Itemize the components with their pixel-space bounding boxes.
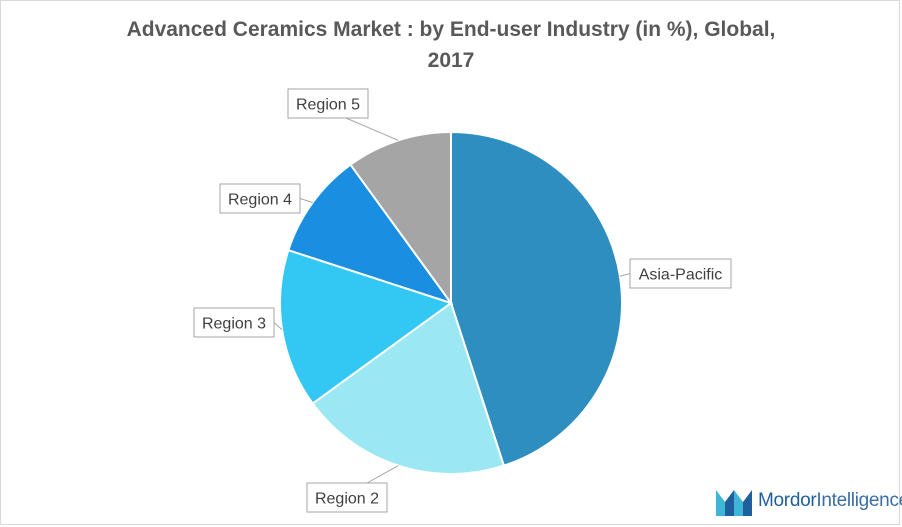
leader-line bbox=[366, 465, 399, 484]
slice-label-region-5: Region 5 bbox=[287, 88, 369, 119]
leader-line bbox=[299, 198, 313, 203]
slice-label-region-4: Region 4 bbox=[219, 183, 301, 214]
slice-label-region-3: Region 3 bbox=[193, 307, 275, 338]
svg-text:Region 3: Region 3 bbox=[202, 316, 266, 333]
mordor-intelligence-logo: MordorIntelligence bbox=[716, 486, 902, 516]
leader-line bbox=[345, 117, 399, 141]
svg-text:Asia-Pacific: Asia-Pacific bbox=[639, 267, 723, 284]
logo-text: MordorIntelligence bbox=[758, 490, 902, 511]
svg-text:Region 5: Region 5 bbox=[296, 97, 360, 114]
logo-mark-icon bbox=[716, 490, 752, 516]
svg-text:Region 2: Region 2 bbox=[315, 491, 379, 508]
leader-line bbox=[619, 273, 631, 277]
pie-slice-region-5 bbox=[349, 130, 452, 307]
chart-title-line2: 2017 bbox=[427, 49, 475, 72]
slice-label-region-2: Region 2 bbox=[306, 482, 388, 513]
pie-slice-asia-pacific bbox=[450, 130, 624, 467]
svg-text:Region 4: Region 4 bbox=[228, 192, 292, 209]
chart-title: Advanced Ceramics Market : by End-user I… bbox=[0, 14, 902, 76]
slice-label-asia-pacific: Asia-Pacific bbox=[629, 258, 732, 289]
pie-slice-region-3 bbox=[279, 248, 454, 405]
leader-line bbox=[273, 322, 283, 331]
chart-title-line1: Advanced Ceramics Market : by End-user I… bbox=[126, 18, 776, 41]
